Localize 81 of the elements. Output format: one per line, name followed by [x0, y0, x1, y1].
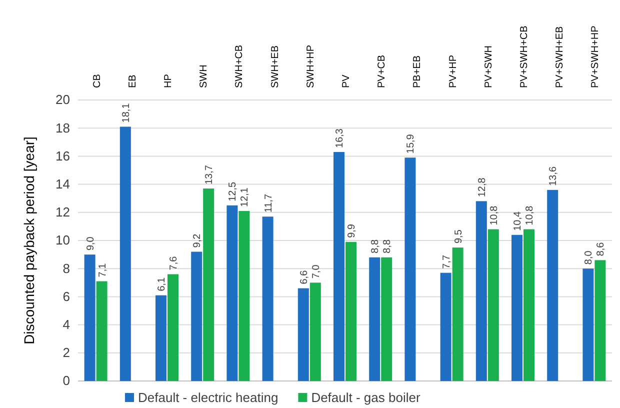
data-label: 7,0	[310, 264, 322, 279]
bar	[203, 188, 214, 381]
bar	[262, 216, 274, 381]
legend-label: Default - gas boiler	[311, 390, 421, 405]
x-tick-label: SWH+CB	[234, 44, 246, 88]
bar	[226, 205, 238, 381]
x-tick-label: SWH	[198, 64, 210, 88]
bar	[156, 295, 166, 381]
data-label: 7,1	[97, 262, 108, 278]
y-tick-label: 8	[62, 260, 70, 276]
bar	[524, 229, 534, 381]
data-label: 8,8	[382, 239, 394, 254]
y-tick-label: 2	[62, 345, 70, 360]
data-label: 11,7	[263, 193, 274, 213]
y-tick-label: 16	[56, 148, 70, 164]
data-label: 12,5	[228, 181, 239, 202]
y-tick-label: 12	[56, 204, 70, 220]
bar	[84, 254, 96, 381]
x-tick-label: PB+EB	[412, 55, 424, 88]
bar	[404, 158, 416, 381]
x-tick-label: PV	[341, 74, 352, 88]
data-label: 7,7	[441, 254, 452, 269]
data-label: 10,4	[512, 210, 524, 231]
data-label: 6,1	[156, 276, 168, 292]
x-tick-label: SWH+HP	[305, 44, 316, 88]
data-label: 13,6	[548, 166, 560, 186]
data-label: 9,2	[192, 233, 204, 248]
data-label: 9,9	[346, 224, 358, 238]
data-label: 8,0	[584, 250, 595, 265]
bar	[369, 257, 380, 381]
bar	[582, 268, 594, 381]
bar	[547, 190, 558, 381]
data-label: 9,0	[85, 236, 96, 251]
data-label: 10,8	[488, 205, 500, 226]
y-tick-label: 10	[56, 232, 70, 248]
x-tick-label: PV+CB	[376, 54, 388, 88]
y-tick-label: 4	[62, 316, 70, 332]
data-label: 12,8	[476, 177, 488, 198]
y-tick-label: 18	[56, 120, 70, 136]
x-tick-label: HP	[163, 74, 174, 88]
data-label: 13,7	[204, 164, 216, 185]
y-tick-label: 6	[62, 288, 70, 304]
bar	[512, 234, 522, 381]
bar	[381, 257, 392, 381]
data-label: 7,6	[168, 256, 180, 270]
y-axis-title: Discounted payback period [year]	[21, 136, 37, 344]
x-tick-label: PV+SWH+CB	[519, 25, 530, 88]
bar	[310, 282, 321, 381]
data-label: 12,1	[240, 187, 251, 207]
bar	[191, 252, 202, 381]
bar	[440, 272, 452, 381]
data-label: 6,6	[298, 270, 310, 284]
data-label: 15,9	[406, 134, 417, 154]
bar	[298, 288, 309, 381]
y-tick-label: 20	[56, 92, 70, 108]
bar	[346, 242, 356, 381]
data-label: 18,1	[120, 102, 132, 123]
x-tick-label: PV+SWH+EB	[554, 26, 566, 88]
bar	[96, 281, 108, 381]
data-label: 10,8	[524, 205, 536, 226]
y-tick-label: 14	[56, 176, 70, 192]
y-tick-label: 0	[62, 373, 70, 388]
legend-label: Default - electric heating	[138, 390, 278, 405]
x-tick-label: PV+HP	[448, 54, 459, 88]
bar	[168, 274, 178, 381]
x-tick-label: SWH+EB	[270, 45, 281, 88]
x-tick-label: PV+SWH+HP	[590, 25, 602, 88]
bar	[120, 126, 131, 381]
x-tick-label: CB	[92, 74, 103, 88]
data-label: 8,8	[370, 239, 382, 254]
bar	[476, 201, 487, 381]
data-label: 16,3	[334, 128, 346, 148]
bar	[334, 152, 344, 381]
bar	[488, 229, 499, 381]
x-tick-label: PV+SWH	[483, 45, 494, 88]
x-tick-label: EB	[127, 74, 138, 88]
data-label: 8,6	[596, 242, 607, 256]
bar	[238, 210, 250, 381]
data-label: 9,5	[453, 229, 464, 244]
bar	[452, 248, 464, 381]
bar	[594, 260, 606, 381]
